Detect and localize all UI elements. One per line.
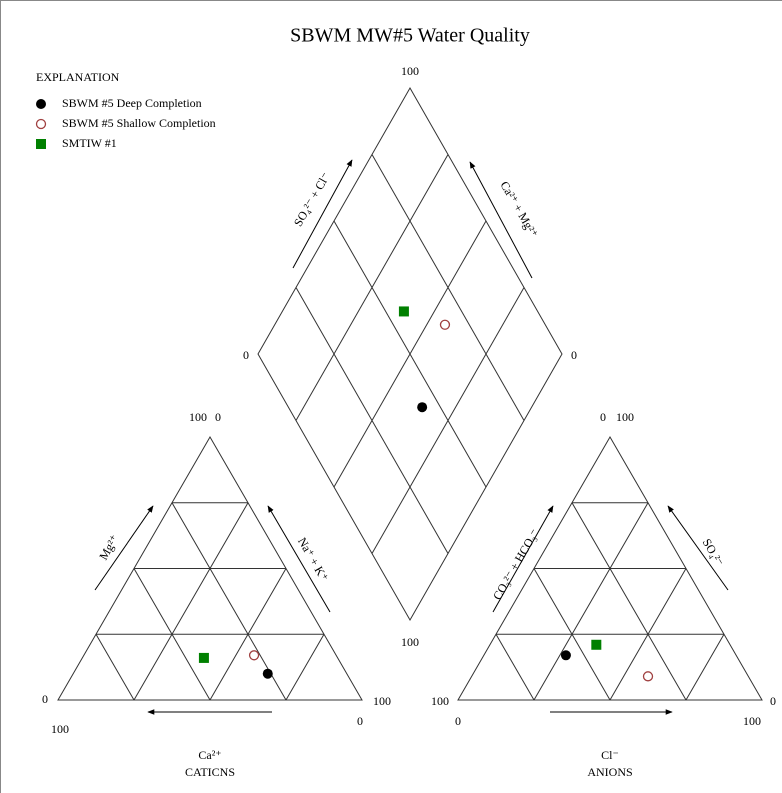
cation-point <box>262 668 273 679</box>
corner-label: 100 <box>189 410 207 424</box>
legend-label: SBWM #5 Shallow Completion <box>62 116 216 130</box>
legend-title: EXPLANATION <box>36 70 120 84</box>
diamond-point <box>398 306 409 317</box>
grid-line <box>285 633 325 701</box>
axis-label: Na⁺ + K⁺ <box>295 535 331 584</box>
axis-label: Ca²⁺ + Mg²⁺ <box>497 179 540 240</box>
legend-marker <box>36 139 46 149</box>
grid-line <box>133 568 211 701</box>
corner-label: 0 <box>42 692 48 706</box>
axis-label: Mg²⁺ <box>96 532 121 562</box>
corner-label: 0 <box>215 410 221 424</box>
grid-line <box>495 633 535 701</box>
corner-label: 0 <box>455 714 461 728</box>
legend-marker <box>35 118 47 130</box>
grid-line <box>95 633 135 701</box>
diamond-point <box>439 319 451 330</box>
corner-label: 0 <box>243 348 249 362</box>
axis-arrow <box>267 505 331 613</box>
grid-line <box>533 502 649 701</box>
grid-line <box>371 154 525 421</box>
chart-title: SBWM MW#5 Water Quality <box>290 25 530 47</box>
grid-line <box>209 568 287 701</box>
diamond <box>257 86 563 622</box>
cation-title: CATICNS <box>185 765 235 779</box>
corner-label: 100 <box>616 410 634 424</box>
grid-line <box>571 502 687 701</box>
grid-line <box>171 502 287 701</box>
cation-point <box>198 652 209 663</box>
grid-line <box>295 154 449 421</box>
corner-label: 0 <box>571 348 577 362</box>
cation-point <box>248 650 260 661</box>
corner-label: 100 <box>431 694 449 708</box>
axis-label: SO₄²⁻ <box>700 536 727 569</box>
anion-point <box>591 639 602 650</box>
axis-label: CO₃²⁻ + HCO₃⁻ <box>490 526 542 602</box>
axis-label: Cl⁻ <box>601 748 619 762</box>
axis-arrow <box>94 505 154 591</box>
grid-line <box>133 502 249 701</box>
anion-point <box>642 671 654 682</box>
legend-label: SMTIW #1 <box>62 136 117 150</box>
corner-label: 0 <box>770 694 776 708</box>
corner-label: 0 <box>600 410 606 424</box>
axis-label: SO₄²⁻ + Cl⁻ <box>291 170 333 229</box>
grid-line <box>333 220 487 488</box>
corner-label: 100 <box>373 694 391 708</box>
corner-label: 100 <box>401 635 419 649</box>
anion-point <box>560 650 571 661</box>
grid-line <box>609 568 687 701</box>
diamond-point <box>417 402 428 413</box>
axis-arrow <box>667 505 729 591</box>
axis-arrow <box>492 505 554 613</box>
corner-label: 100 <box>743 714 761 728</box>
axis-label: Ca²⁺ <box>198 748 221 762</box>
legend-marker <box>36 99 46 109</box>
corner-label: 100 <box>51 722 69 736</box>
anion-title: ANIONS <box>587 765 632 779</box>
corner-label: 0 <box>357 714 363 728</box>
axis-arrow <box>292 159 353 269</box>
axis-arrow <box>469 161 533 279</box>
legend-label: SBWM #5 Deep Completion <box>62 96 202 110</box>
corner-label: 100 <box>401 64 419 78</box>
grid-line <box>685 633 725 701</box>
grid-line <box>533 568 611 701</box>
